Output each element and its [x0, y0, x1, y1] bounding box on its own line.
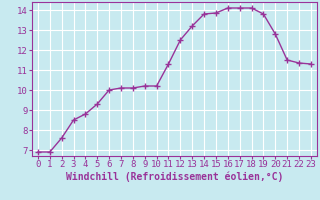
X-axis label: Windchill (Refroidissement éolien,°C): Windchill (Refroidissement éolien,°C) [66, 172, 283, 182]
